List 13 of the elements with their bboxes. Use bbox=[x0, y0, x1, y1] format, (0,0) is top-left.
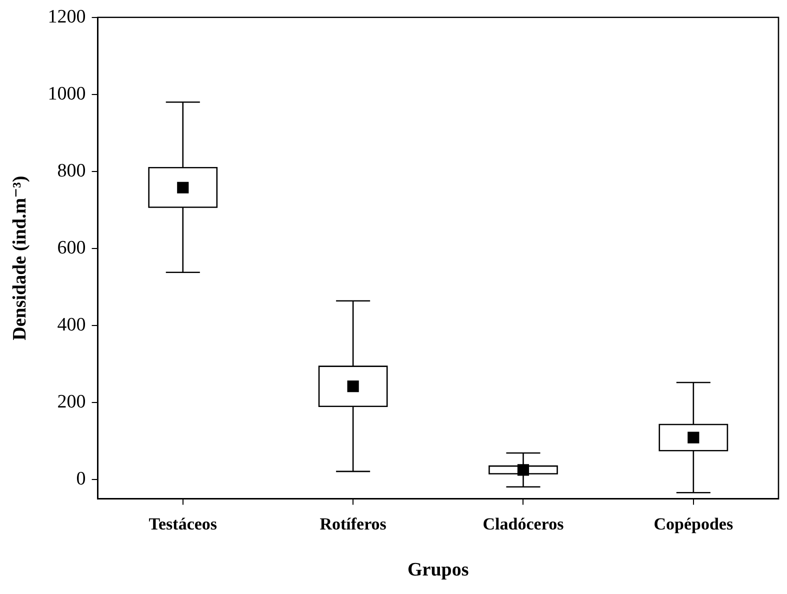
x-tick-label: Testáceos bbox=[148, 514, 218, 534]
y-tick-label: 200 bbox=[57, 392, 86, 413]
y-tick-label: 400 bbox=[57, 314, 86, 336]
x-axis-title: Grupos bbox=[408, 560, 469, 581]
y-tick-label: 1200 bbox=[48, 6, 86, 28]
y-tick-label: 800 bbox=[57, 160, 86, 182]
x-tick-label: Rotíferos bbox=[320, 514, 387, 534]
y-tick-label: 0 bbox=[76, 468, 86, 490]
y-axis-title: Densidade (ind.m⁻³) bbox=[9, 176, 30, 340]
x-tick-label: Cladóceros bbox=[482, 514, 564, 534]
x-tick-label: Copépodes bbox=[654, 514, 734, 534]
y-tick-label: 1000 bbox=[48, 83, 86, 104]
y-tick-label: 600 bbox=[57, 237, 86, 258]
